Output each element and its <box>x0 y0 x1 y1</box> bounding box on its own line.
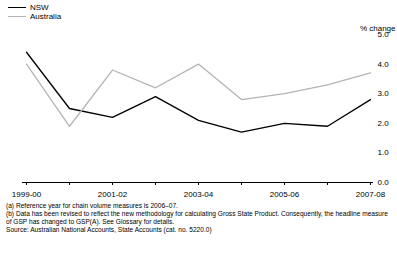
svg-text:2005-06: 2005-06 <box>270 190 300 199</box>
svg-text:3.0: 3.0 <box>378 89 390 98</box>
svg-text:4.0: 4.0 <box>378 60 390 69</box>
html-text:Australia: Australia <box>30 12 62 21</box>
svg-text:0.0: 0.0 <box>378 178 390 187</box>
html-text:(a) Reference year for chain v: (a) Reference year for chain volume meas… <box>6 202 178 209</box>
svg-text:% change: % change <box>360 24 396 33</box>
svg-text:2.0: 2.0 <box>378 119 390 128</box>
html-text:Source: Australian National Ac: Source: Australian National Accounts, St… <box>6 226 212 233</box>
svg-text:1.0: 1.0 <box>378 148 390 157</box>
svg-text:5.0: 5.0 <box>377 30 389 40</box>
svg-text:2007-08: 2007-08 <box>356 190 386 199</box>
svg-text:1999-00: 1999-00 <box>12 190 42 199</box>
svg-text:2001-02: 2001-02 <box>98 190 128 199</box>
html-text:(b) Data has been revised to r: (b) Data has been revised to reflect the… <box>6 210 388 225</box>
svg-text:2003-04: 2003-04 <box>184 190 214 199</box>
html-text:NSW: NSW <box>30 3 49 12</box>
